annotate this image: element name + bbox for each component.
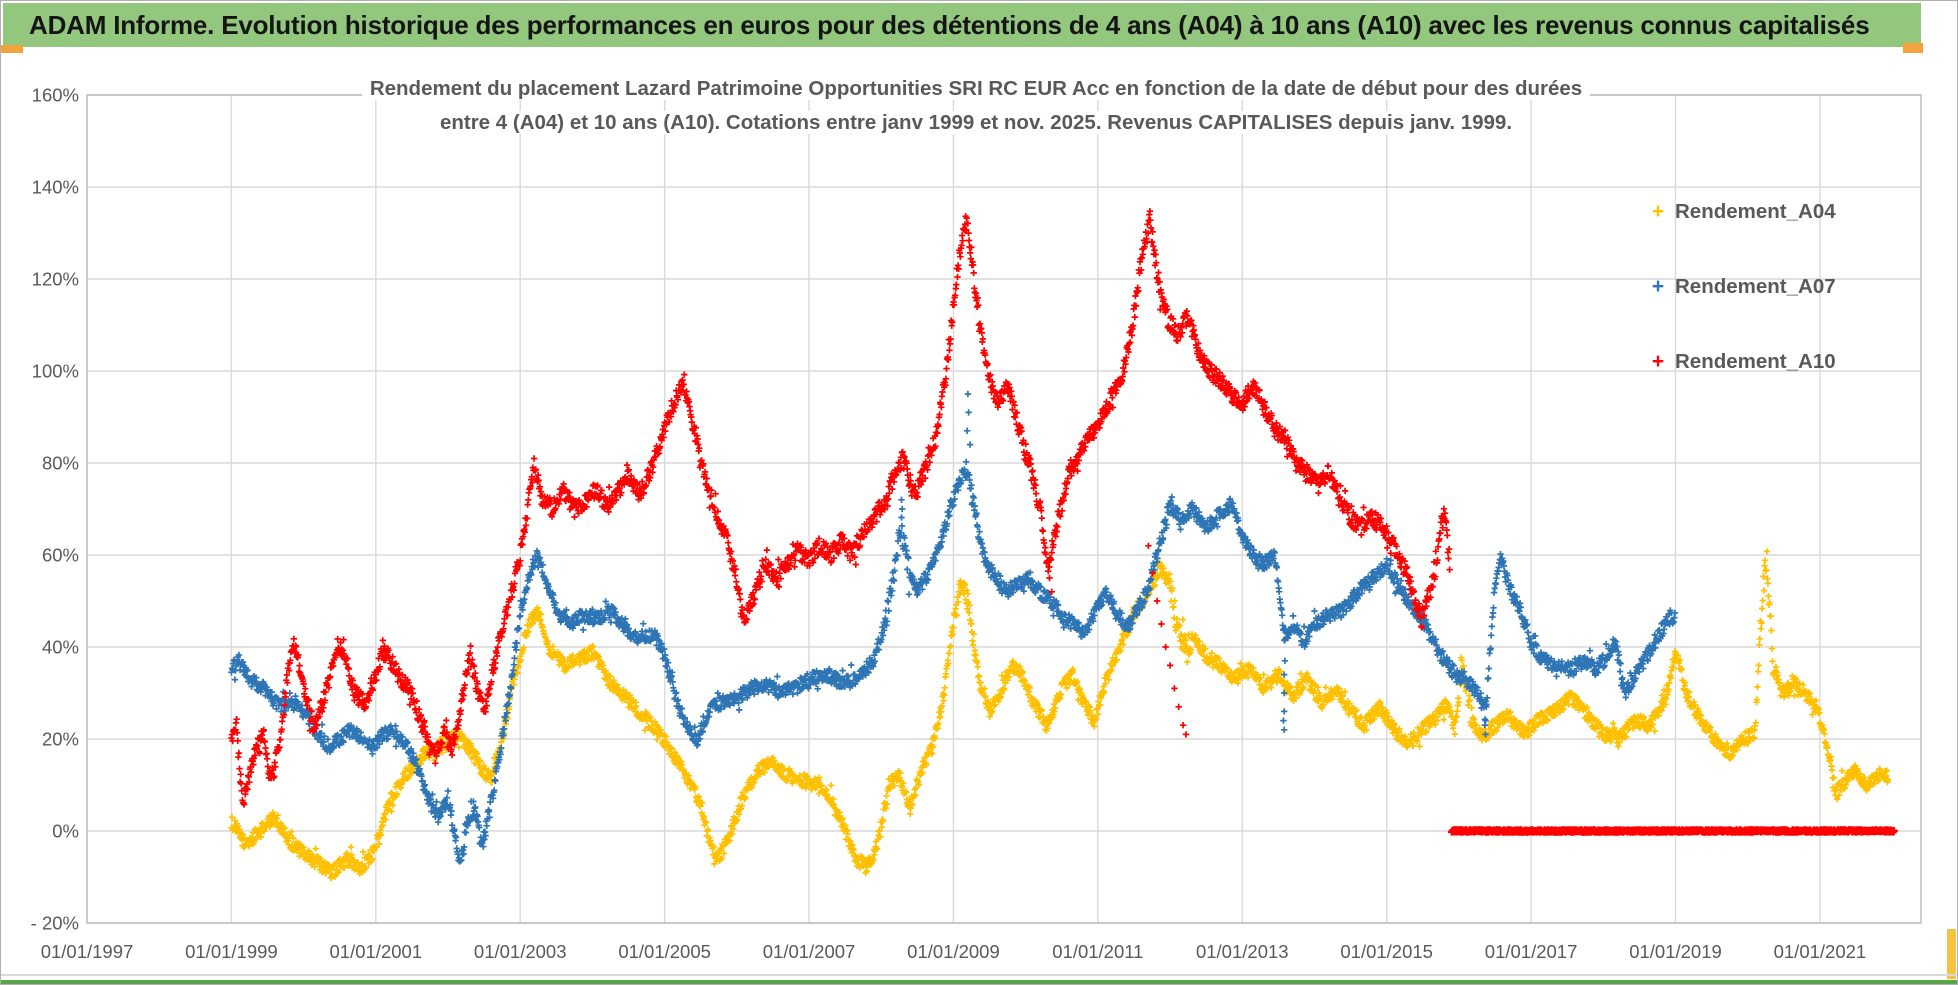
y-tick-label: 0% — [52, 821, 79, 842]
x-tick-label: 01/01/2013 — [1196, 941, 1289, 962]
y-tick-label: 160% — [32, 85, 79, 106]
x-tick-label: 01/01/1999 — [185, 941, 278, 962]
banner: ADAM Informe. Evolution historique des p… — [3, 3, 1921, 47]
selection-handle-bottom-right — [1947, 929, 1956, 979]
x-tick-label: 01/01/1997 — [41, 941, 134, 962]
y-tick-label: 20% — [42, 729, 79, 750]
x-tick-label: 01/01/2011 — [1052, 941, 1143, 962]
x-tick-label: 01/01/2017 — [1485, 941, 1578, 962]
x-tick-label: 01/01/2015 — [1340, 941, 1433, 962]
row-divider — [1, 974, 1957, 976]
y-tick-label: 80% — [42, 453, 79, 474]
legend: + Rendement_A04 + Rendement_A07 + Rendem… — [1647, 199, 1836, 424]
x-tick-label: 01/01/2007 — [763, 941, 856, 962]
plus-marker-a10-icon: + — [1651, 350, 1665, 373]
x-tick-label: 01/01/2001 — [330, 941, 423, 962]
y-tick-label: 120% — [32, 269, 79, 290]
y-tick-label: 140% — [32, 177, 79, 198]
legend-label: Rendement_A04 — [1675, 200, 1836, 223]
x-tick-label: 01/01/2003 — [474, 941, 567, 962]
legend-label: Rendement_A07 — [1675, 275, 1836, 298]
plus-marker-a04-icon: + — [1651, 200, 1665, 223]
chart-title-line2: entre 4 (A04) et 10 ans (A10). Cotations… — [1, 111, 1951, 135]
x-tick-label: 01/01/2009 — [907, 941, 1000, 962]
legend-item-rendement-a07[interactable]: + Rendement_A07 — [1647, 274, 1836, 300]
y-tick-label: 100% — [32, 361, 79, 382]
axis-labels: 160% 140% 120% 100% 80% 60% 40% 20% 0% - 20% 01/01… — [31, 85, 1867, 963]
x-tick-label: 01/01/2005 — [618, 941, 711, 962]
y-tick-label: 60% — [42, 545, 79, 566]
legend-item-rendement-a04[interactable]: + Rendement_A04 — [1647, 199, 1836, 225]
gridlines — [86, 94, 1922, 924]
x-tick-label: 01/01/2021 — [1774, 941, 1867, 962]
y-tick-label: - 20% — [31, 913, 79, 934]
series-rendement_a07[interactable] — [228, 390, 1679, 865]
chart-title-line1: Rendement du placement Lazard Patrimoine… — [1, 77, 1951, 101]
legend-item-rendement-a10[interactable]: + Rendement_A10 — [1647, 349, 1836, 375]
x-tick-label: 01/01/2019 — [1629, 941, 1722, 962]
series-zero-line-markers — [1448, 826, 1898, 836]
series-rendement_a10[interactable] — [228, 208, 1453, 808]
y-tick-label: 40% — [42, 637, 79, 658]
legend-label: Rendement_A10 — [1675, 350, 1836, 373]
bottom-green-strip — [1, 980, 1957, 984]
plus-marker-a07-icon: + — [1651, 275, 1665, 298]
selection-handle-left — [1, 45, 23, 53]
banner-title: ADAM Informe. Evolution historique des p… — [29, 9, 1870, 40]
selection-handle-right — [1903, 43, 1923, 53]
